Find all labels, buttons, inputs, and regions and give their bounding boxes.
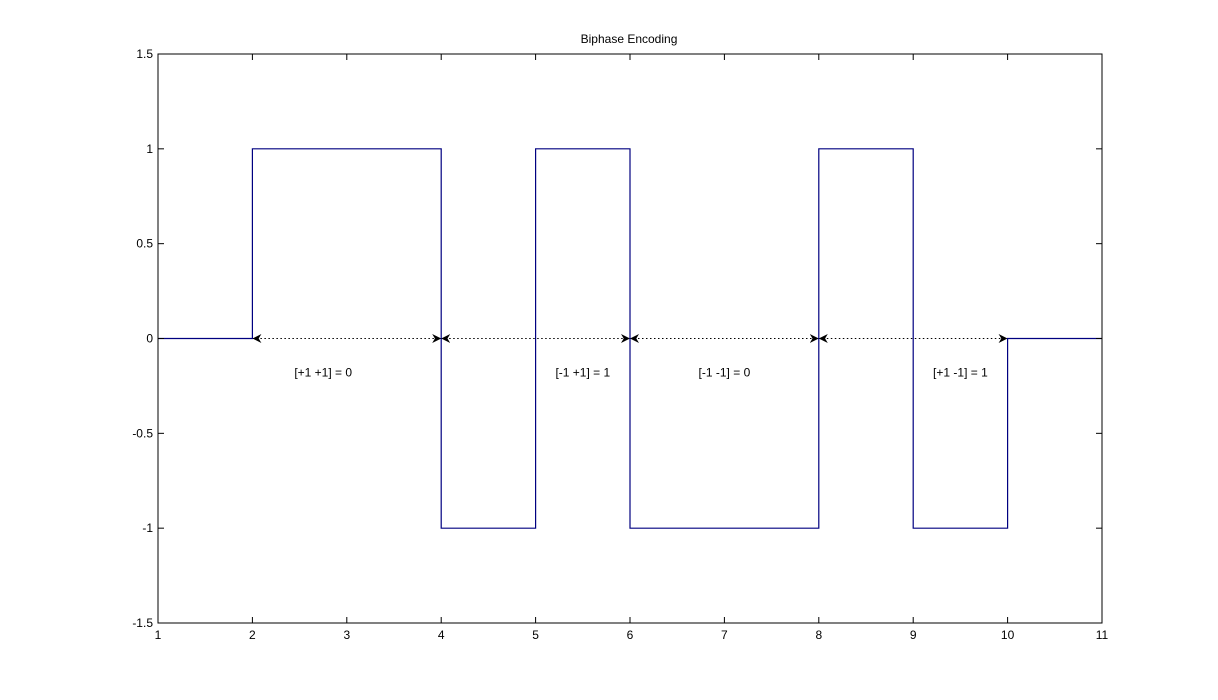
x-tick-label: 10 <box>1001 628 1015 642</box>
x-tick-label: 8 <box>815 628 822 642</box>
annotation-layer: [+1 +1] = 0 [-1 +1] = 1 [-1 -1] = 0 [+1 -1]… <box>252 334 1008 379</box>
x-tick-label: 4 <box>438 628 445 642</box>
chart-title: Biphase Encoding <box>581 32 678 46</box>
x-tick-label: 2 <box>249 628 256 642</box>
bit-annotation-label: [-1 -1] = 0 <box>699 365 751 379</box>
x-tick-label: 3 <box>343 628 350 642</box>
y-axis: 1.5 1 0.5 0 -0.5 -1 -1.5 <box>132 47 1102 630</box>
x-tick-label: 5 <box>532 628 539 642</box>
plot-area: [+1 +1] = 0 [-1 +1] = 1 [-1 -1] = 0 [+1 -1]… <box>132 47 1108 642</box>
y-tick-label: 1.5 <box>136 47 153 61</box>
bit-annotation-label: [+1 +1] = 0 <box>294 365 352 379</box>
x-tick-label: 6 <box>627 628 634 642</box>
y-tick-label: 1 <box>146 142 153 156</box>
y-tick-label: -1.5 <box>132 616 153 630</box>
x-tick-label: 11 <box>1096 628 1109 642</box>
series-layer <box>158 148 1102 529</box>
x-tick-label: 1 <box>155 628 162 642</box>
y-tick-label: 0 <box>146 332 153 346</box>
y-tick-label: -1 <box>142 521 153 535</box>
biphase-signal-line <box>158 148 1102 529</box>
x-axis: 1 2 3 4 5 6 7 8 9 10 11 <box>155 54 1109 642</box>
y-tick-label: -0.5 <box>132 426 153 440</box>
bit-annotation-label: [-1 +1] = 1 <box>555 365 610 379</box>
x-tick-label: 7 <box>721 628 728 642</box>
x-tick-label: 9 <box>910 628 917 642</box>
bit-annotation-label: [+1 -1] = 1 <box>933 365 988 379</box>
y-tick-label: 0.5 <box>136 237 153 251</box>
